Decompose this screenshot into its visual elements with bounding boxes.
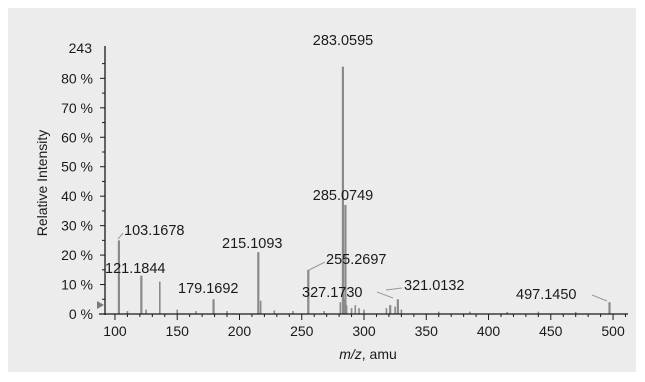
peak-label-327-1730: 327.1730: [302, 285, 362, 301]
peaks-layer: [117, 66, 611, 314]
peak-label-leader: [308, 261, 326, 271]
x-tick-label: 350: [415, 323, 439, 339]
x-axis-title-italic: m/z: [339, 346, 362, 362]
y-tick-label: 70 %: [61, 100, 93, 116]
peak-label-121-1844: 121.1844: [105, 261, 165, 277]
x-tick-label: 250: [290, 323, 314, 339]
y-axis-marker-icon: [97, 301, 104, 309]
peak-label-179-1692: 179.1692: [178, 281, 238, 297]
peak-label-leader: [385, 287, 403, 291]
y-tick-label: 10 %: [61, 277, 93, 293]
chart-panel: [8, 8, 636, 372]
axes-layer: [99, 46, 628, 320]
y-tick-label: 80 %: [61, 70, 93, 86]
peak-label-leader: [117, 232, 124, 240]
y-tick-label: 0 %: [69, 306, 93, 322]
peak-label-321-0132: 321.0132: [404, 278, 464, 294]
y-tick-label: 40 %: [61, 188, 93, 204]
y-axis-title: Relative Intensity: [34, 130, 50, 237]
labels-layer: 0 % 10 % 20 % 30 % 40 % 50 % 60 % 70 % 80 % 100 15…: [61, 33, 625, 339]
x-tick-label: 450: [539, 323, 563, 339]
peak-label-leader: [591, 294, 608, 302]
peak-label-103-1678: 103.1678: [124, 223, 184, 239]
peak-label-leader: [376, 291, 394, 299]
x-tick-label: 300: [352, 323, 376, 339]
y-tick-label: 50 %: [61, 159, 93, 175]
label-connectors: [117, 232, 608, 302]
x-tick-label: 200: [228, 323, 252, 339]
y-axis-top-label: 243: [69, 40, 93, 56]
peak-label-497-1450: 497.1450: [516, 287, 576, 303]
y-tick-label: 60 %: [61, 129, 93, 145]
x-tick-label: 100: [103, 323, 127, 339]
x-axis-title-rest: , amu: [362, 346, 397, 362]
x-tick-label: 150: [166, 323, 190, 339]
peak-label-283-0595: 283.0595: [313, 33, 373, 49]
peak-label-215-1093: 215.1093: [222, 236, 282, 252]
x-tick-label: 500: [601, 323, 625, 339]
y-tick-label: 30 %: [61, 218, 93, 234]
x-axis-title: m/z, amu: [339, 346, 397, 362]
y-tick-label: 20 %: [61, 247, 93, 263]
peak-label-285-0749: 285.0749: [313, 188, 373, 204]
peak-label-255-2697: 255.2697: [326, 252, 386, 268]
x-tick-label: 400: [477, 323, 501, 339]
